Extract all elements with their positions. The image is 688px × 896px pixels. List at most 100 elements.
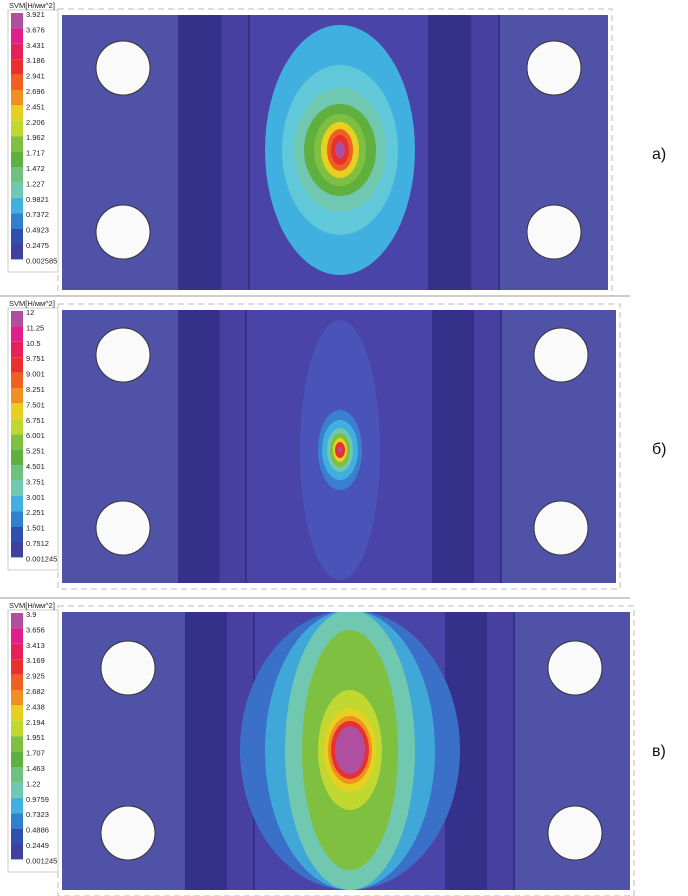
legend-swatch — [11, 434, 23, 449]
legend-label: 1.501 — [26, 524, 45, 533]
legend-label: 2.696 — [26, 87, 45, 96]
contours — [185, 610, 515, 890]
legend-swatch — [11, 105, 23, 120]
legend-swatch — [11, 644, 23, 659]
legend-label: 2.251 — [26, 508, 45, 517]
legend-label: 2.682 — [26, 687, 45, 696]
legend-swatch — [11, 121, 23, 136]
bolt-hole — [527, 205, 581, 259]
legend-label: 0.9821 — [26, 195, 49, 204]
bolt-hole — [96, 205, 150, 259]
legend-unit: SVM[Н/мм^2] — [9, 299, 55, 308]
legend-swatch — [11, 28, 23, 43]
legend-swatch — [11, 527, 23, 542]
legend-swatch — [11, 90, 23, 105]
legend-label: 3.186 — [26, 56, 45, 65]
legend-swatch — [11, 198, 23, 213]
legend-swatch — [11, 613, 23, 628]
legend-swatch — [11, 844, 23, 859]
legend-swatch — [11, 496, 23, 511]
bolt-hole — [534, 501, 588, 555]
legend-swatch — [11, 721, 23, 736]
stress-contour — [338, 447, 342, 453]
legend-swatch — [11, 13, 23, 28]
legend-swatch — [11, 44, 23, 59]
legend-swatch — [11, 675, 23, 690]
band-strip — [471, 15, 498, 290]
legend-label: 8.251 — [26, 385, 45, 394]
legend-label: 2.206 — [26, 118, 45, 127]
legend-swatch — [11, 628, 23, 643]
bolt-hole — [101, 806, 155, 860]
legend-label: 0.7372 — [26, 210, 49, 219]
panel-label: а) — [652, 146, 666, 163]
legend-label: 11.25 — [26, 323, 44, 332]
legend-label: 3.751 — [26, 477, 45, 486]
legend-swatch — [11, 403, 23, 418]
panel: SVM[Н/мм^2]3.93.6563.4133.1692.9252.6822… — [0, 598, 666, 896]
legend-swatch — [11, 75, 23, 90]
legend-label: 3.431 — [26, 41, 45, 50]
band-strip — [474, 310, 500, 583]
legend-label: 0.002585 — [26, 256, 57, 265]
legend-label: 0.7512 — [26, 539, 49, 548]
bolt-hole — [96, 328, 150, 382]
legend-swatch — [11, 388, 23, 403]
legend-swatch — [11, 244, 23, 259]
legend-unit: SVM[Н/мм^2] — [9, 1, 55, 10]
legend-swatch — [11, 542, 23, 557]
legend-label: 1.707 — [26, 749, 45, 758]
legend-label: 1.227 — [26, 179, 45, 188]
legend-label: 1.463 — [26, 764, 45, 773]
legend-label: 9.751 — [26, 354, 45, 363]
legend-swatch — [11, 465, 23, 480]
legend-swatch — [11, 767, 23, 782]
legend-label: 6.751 — [26, 416, 45, 425]
bolt-hole — [96, 501, 150, 555]
legend-label: 1.962 — [26, 133, 45, 142]
legend-label: 0.2475 — [26, 241, 49, 250]
legend-label: 1.472 — [26, 164, 45, 173]
legend-swatch — [11, 798, 23, 813]
legend-label: 2.451 — [26, 102, 45, 111]
band-strip — [221, 15, 248, 290]
bolt-hole — [534, 328, 588, 382]
band-strip — [487, 612, 513, 890]
legend-label: 0.2449 — [26, 841, 49, 850]
legend-swatch — [11, 736, 23, 751]
legend-swatch — [11, 450, 23, 465]
legend-label: 0.001245 — [26, 856, 57, 865]
legend-label: 0.9759 — [26, 795, 49, 804]
legend-label: 3.413 — [26, 641, 45, 650]
stress-contour — [335, 142, 345, 158]
legend-swatch — [11, 705, 23, 720]
legend-label: 0.7323 — [26, 810, 49, 819]
legend-swatch — [11, 136, 23, 151]
legend-swatch — [11, 311, 23, 326]
panel: SVM[Н/мм^2]1211.2510.59.7519.0018.2517.5… — [0, 296, 667, 589]
band-strip — [219, 310, 245, 583]
legend-swatch — [11, 342, 23, 357]
bolt-hole — [101, 641, 155, 695]
contours — [178, 15, 500, 290]
legend-label: 2.925 — [26, 672, 45, 681]
legend-swatch — [11, 690, 23, 705]
legend-label: 1.717 — [26, 149, 45, 158]
legend-swatch — [11, 357, 23, 372]
panel: SVM[Н/мм^2]3.9213.6763.4313.1862.9412.69… — [8, 1, 666, 296]
figure: SVM[Н/мм^2]3.9213.6763.4313.1862.9412.69… — [0, 0, 688, 896]
legend-swatch — [11, 419, 23, 434]
legend-swatch — [11, 213, 23, 228]
contours — [178, 310, 502, 583]
legend-swatch — [11, 813, 23, 828]
legend-swatch — [11, 182, 23, 197]
legend-label: 3.921 — [26, 10, 45, 19]
legend-swatch — [11, 152, 23, 167]
panel-label: б) — [652, 441, 667, 458]
legend-label: 3.676 — [26, 25, 45, 34]
legend-swatch — [11, 59, 23, 74]
legend-label: 3.656 — [26, 625, 45, 634]
legend-swatch — [11, 480, 23, 495]
legend-label: 1.951 — [26, 733, 45, 742]
legend-label: 3.169 — [26, 656, 45, 665]
